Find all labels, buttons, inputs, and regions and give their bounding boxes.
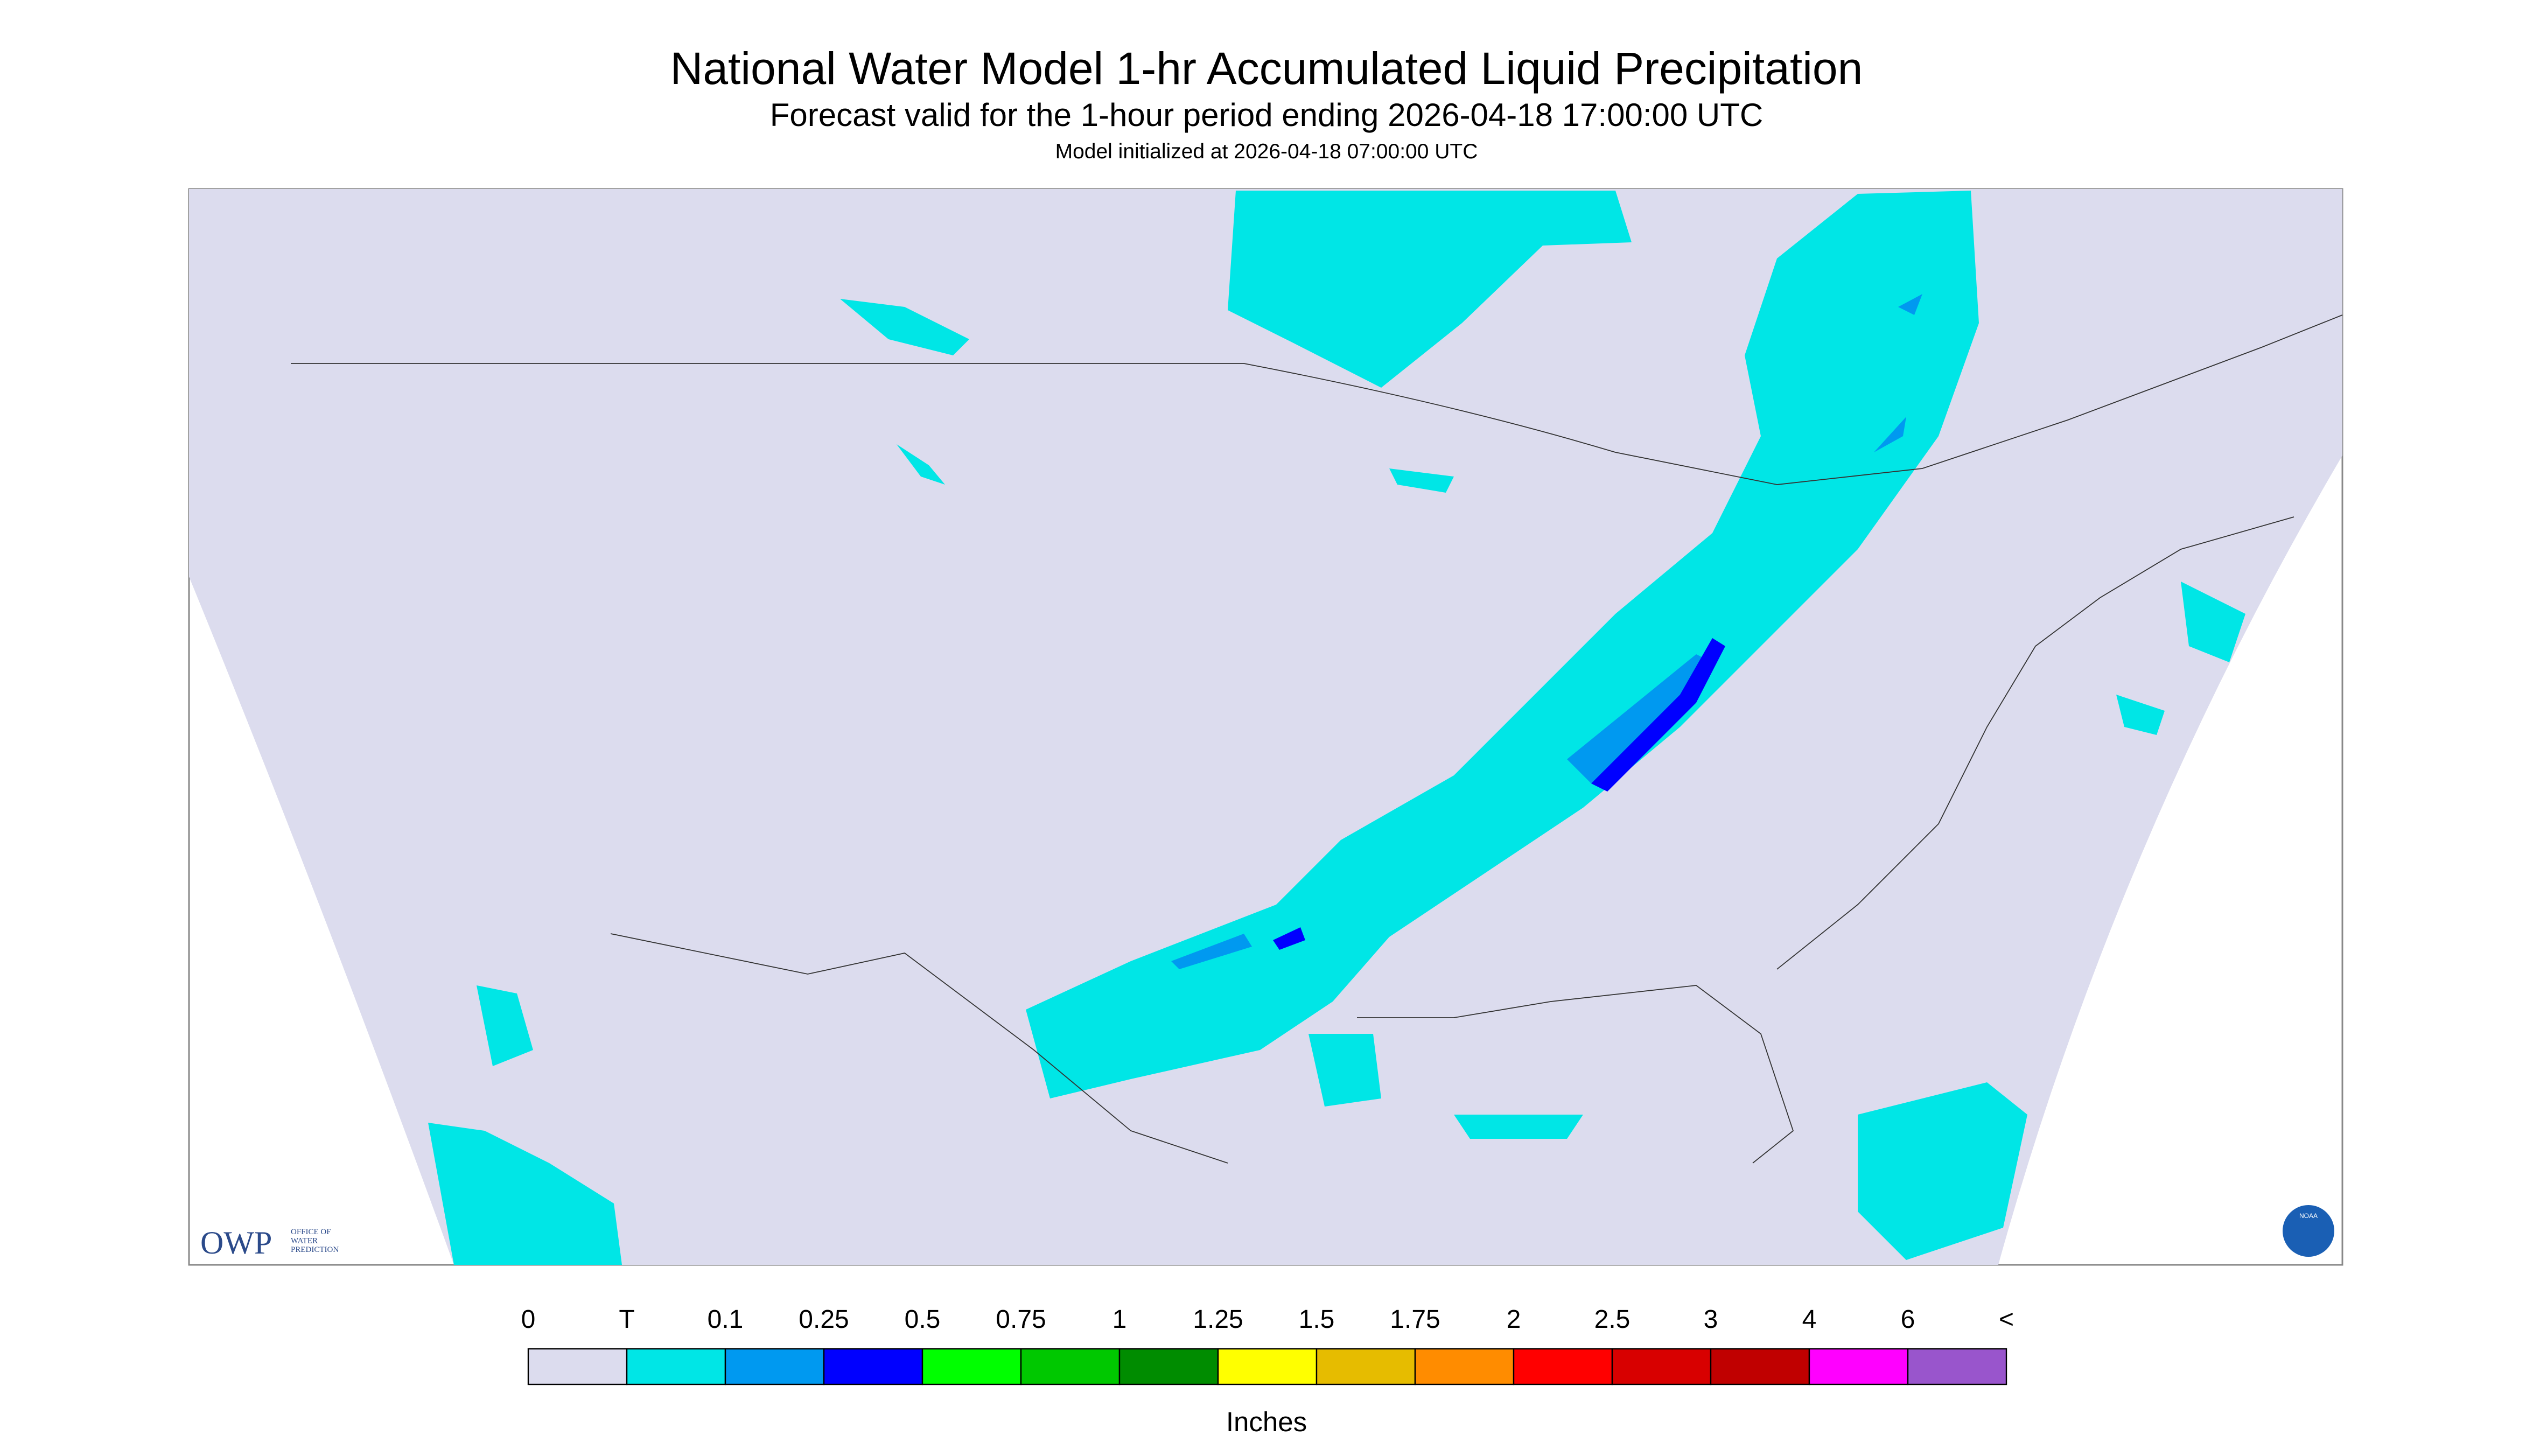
legend-label: 2 xyxy=(1507,1305,1521,1334)
legend-label: 1.25 xyxy=(1193,1305,1243,1334)
logo-line: PREDICTION xyxy=(291,1245,339,1254)
legend-swatch xyxy=(1217,1348,1318,1385)
borders xyxy=(291,314,2343,1164)
legend-label: 1 xyxy=(1112,1305,1127,1334)
precip-heavy xyxy=(1273,638,1725,950)
legend-swatch xyxy=(1118,1348,1219,1385)
noaa-badge: NOAA xyxy=(2299,1212,2318,1220)
legend-label: 1.5 xyxy=(1299,1305,1335,1334)
legend-label: 0 xyxy=(521,1305,536,1334)
legend-label: 3 xyxy=(1704,1305,1718,1334)
legend-swatch xyxy=(1710,1348,1810,1385)
logo-line: OFFICE OF xyxy=(291,1228,331,1236)
legend-swatch xyxy=(1414,1348,1515,1385)
legend-swatch xyxy=(1513,1348,1613,1385)
precip-moderate xyxy=(1171,294,1922,970)
legend-swatch xyxy=(527,1348,628,1385)
legend-label: 2.5 xyxy=(1594,1305,1631,1334)
legend-swatch xyxy=(1808,1348,1909,1385)
legend-swatch xyxy=(1611,1348,1712,1385)
legend-swatch xyxy=(1907,1348,2007,1385)
legend-label: 6 xyxy=(1901,1305,1915,1334)
legend-swatch xyxy=(823,1348,923,1385)
legend-label: 1.75 xyxy=(1390,1305,1440,1334)
precip-light xyxy=(428,191,2245,1265)
logo-name: OWP xyxy=(200,1225,272,1261)
logo-line: WATER xyxy=(291,1237,318,1245)
legend-label: T xyxy=(619,1305,634,1334)
legend-label: 4 xyxy=(1802,1305,1817,1334)
legend-label: < xyxy=(1999,1305,2014,1334)
init-time: Model initialized at 2026-04-18 07:00:00… xyxy=(1055,140,1478,163)
noaa-logo xyxy=(2283,1205,2334,1257)
legend-swatch xyxy=(921,1348,1022,1385)
legend-label: 0.75 xyxy=(996,1305,1046,1334)
legend-swatch xyxy=(1020,1348,1121,1385)
title: National Water Model 1-hr Accumulated Li… xyxy=(670,43,1863,94)
subtitle: Forecast valid for the 1-hour period end… xyxy=(770,97,1763,133)
legend: 0 T 0.1 0.25 0.5 0.75 1 1.25 1.5 1.75 2 2.5 3 4 6 < xyxy=(521,1305,2014,1385)
legend-unit: Inches xyxy=(1226,1406,1307,1437)
legend-swatch xyxy=(724,1348,825,1385)
legend-swatch xyxy=(1316,1348,1416,1385)
legend-label: 0.5 xyxy=(905,1305,941,1334)
domain xyxy=(189,189,2342,1265)
legend-swatch xyxy=(626,1348,726,1385)
legend-label: 0.25 xyxy=(799,1305,849,1334)
legend-label: 0.1 xyxy=(708,1305,744,1334)
